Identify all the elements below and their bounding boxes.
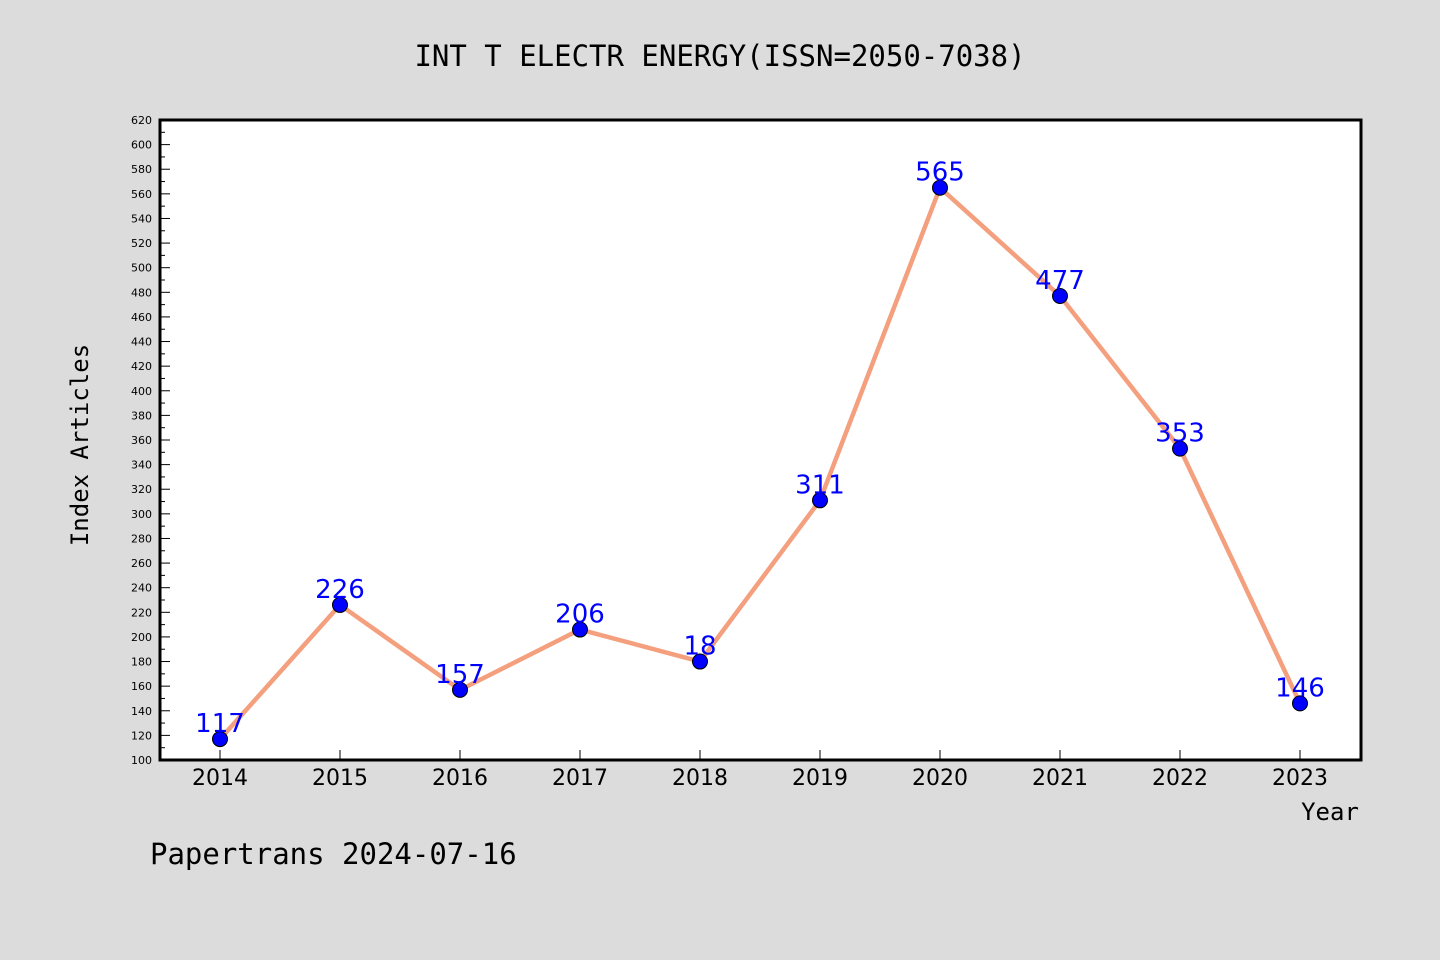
x-tick-label: 2016 — [432, 766, 488, 791]
y-tick-label: 580 — [131, 163, 152, 176]
y-tick-label: 520 — [131, 237, 152, 250]
x-tick-label: 2023 — [1272, 766, 1328, 791]
series-markers — [212, 179, 1308, 748]
y-tick-label: 540 — [131, 212, 152, 225]
y-tick-label: 360 — [131, 434, 152, 447]
chart-title: INT T ELECTR ENERGY(ISSN=2050-7038) — [414, 39, 1025, 73]
footer-text: Papertrans 2024-07-16 — [150, 837, 517, 871]
x-tick-label: 2018 — [672, 766, 728, 791]
data-label-2022: 353 — [1155, 419, 1205, 449]
y-tick-label: 500 — [131, 262, 152, 275]
data-point-2014 — [212, 731, 228, 748]
x-tick-label: 2021 — [1032, 766, 1088, 791]
y-tick-label: 300 — [131, 508, 152, 521]
data-point-2022 — [1172, 440, 1188, 457]
y-tick-label: 480 — [131, 286, 152, 299]
data-label-2018: 18 — [683, 632, 716, 662]
data-label-2014: 117 — [195, 709, 245, 739]
y-tick-label: 400 — [131, 385, 152, 398]
y-tick-label: 200 — [131, 631, 152, 644]
y-tick-label: 560 — [131, 188, 152, 201]
data-labels: 117 226 157 206 18 311 565 477 353 146 — [195, 158, 1325, 739]
data-point-2016 — [452, 681, 468, 698]
x-tick-label: 2022 — [1152, 766, 1208, 791]
y-tick-label: 380 — [131, 409, 152, 422]
data-label-2020: 565 — [915, 158, 965, 188]
data-label-2021: 477 — [1035, 266, 1085, 296]
y-tick-label: 240 — [131, 582, 152, 595]
y-tick-label: 340 — [131, 459, 152, 472]
data-point-2018 — [692, 653, 708, 670]
x-tick-label: 2019 — [792, 766, 848, 791]
data-point-2023 — [1292, 695, 1308, 712]
x-tick-label: 2017 — [552, 766, 608, 791]
y-tick-label: 180 — [131, 656, 152, 669]
y-tick-label: 620 — [131, 114, 152, 127]
y-tick-label: 120 — [131, 729, 152, 742]
x-tick-label: 2020 — [912, 766, 968, 791]
data-point-2015 — [332, 596, 348, 613]
y-tick-label: 260 — [131, 557, 152, 570]
series-line — [218, 185, 1303, 741]
data-label-2023: 146 — [1275, 673, 1325, 703]
data-point-2021 — [1052, 288, 1068, 304]
y-tick-label: 140 — [131, 705, 152, 718]
y-tick-label: 220 — [131, 606, 152, 619]
y-tick-label: 320 — [131, 483, 152, 496]
x-tick-label: 2015 — [312, 766, 368, 791]
plot-frame — [158, 118, 1363, 762]
y-tick-label: 600 — [131, 139, 152, 152]
data-label-2015: 226 — [315, 575, 365, 605]
y-tick-label: 280 — [131, 532, 152, 545]
y-tick-label: 460 — [131, 311, 152, 324]
data-point-2019 — [812, 492, 828, 509]
x-axis: 2014 2015 2016 2017 2018 2019 2020 2021 2022 2023 — [192, 750, 1328, 791]
x-axis-label: Year — [1301, 798, 1359, 826]
plot-area — [160, 120, 1361, 760]
y-tick-label: 420 — [131, 360, 152, 373]
data-label-2019: 311 — [795, 470, 845, 500]
y-tick-label: 440 — [131, 336, 152, 349]
y-tick-label: 160 — [131, 680, 152, 693]
data-label-2017: 206 — [555, 600, 605, 630]
y-tick-label: 100 — [131, 754, 152, 767]
data-point-2017 — [572, 621, 588, 638]
data-point-2020 — [932, 179, 948, 196]
y-axis-label: Index Articles — [66, 344, 94, 546]
x-tick-label: 2014 — [192, 766, 248, 791]
y-axis: 100 120 140 160 180 200 220 240 260 280 300 320 340 3… — [131, 114, 170, 767]
data-label-2016: 157 — [435, 660, 485, 690]
